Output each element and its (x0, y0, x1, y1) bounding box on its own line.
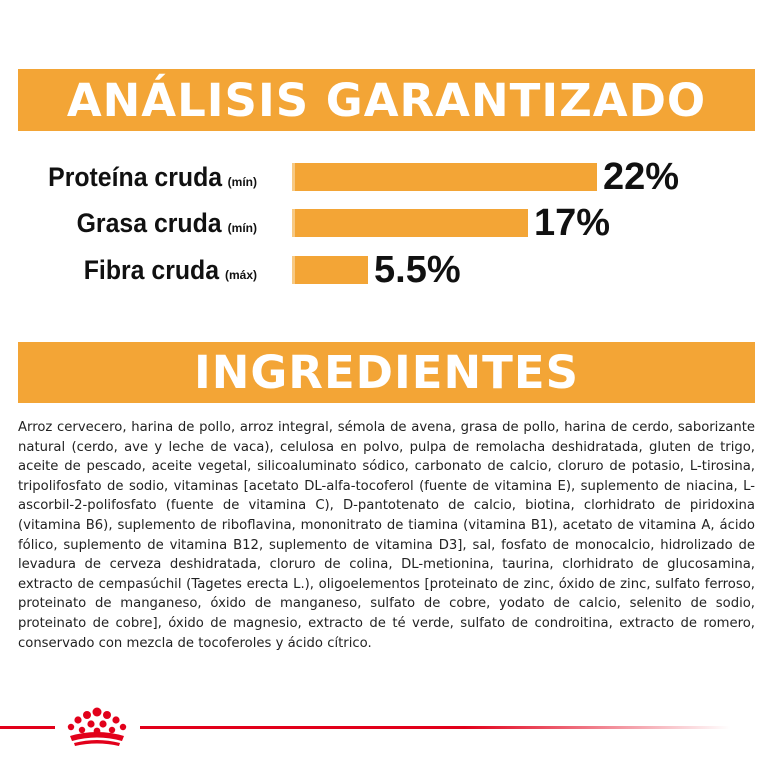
nutrient-label: Grasa cruda (mín) (64, 201, 257, 245)
nutrient-name: Proteína cruda (47, 161, 222, 192)
nutrient-name: Fibra cruda (83, 254, 219, 285)
nutrient-label: Proteína cruda (mín) (33, 155, 257, 199)
analysis-title-banner: ANÁLISIS GARANTIZADO (18, 69, 755, 131)
nutrient-value: 5.5% (374, 248, 461, 291)
nutrient-value: 17% (534, 201, 611, 244)
nutrient-bar (292, 163, 597, 191)
nutrient-qualifier: (mín) (227, 221, 257, 235)
nutrient-qualifier: (mín) (227, 175, 257, 189)
nutrient-bar (292, 209, 528, 237)
nutrient-bar (292, 256, 368, 284)
nutrient-row-fiber: Fibra cruda (máx) 5.5% (0, 248, 772, 292)
nutrient-label: Fibra cruda (máx) (72, 248, 257, 292)
footer-divider-right (140, 726, 730, 729)
ingredients-title-banner: INGREDIENTES (18, 342, 755, 403)
ingredients-title: INGREDIENTES (193, 346, 580, 399)
ingredients-list: Arroz cervecero, harina de pollo, arroz … (18, 420, 755, 651)
royal-canin-crown-icon (67, 707, 127, 746)
nutrient-value: 22% (603, 155, 680, 198)
nutrient-qualifier: (máx) (224, 268, 257, 282)
footer-divider-left (0, 726, 55, 729)
analysis-title: ANÁLISIS GARANTIZADO (66, 73, 707, 127)
nutrient-row-fat: Grasa cruda (mín) 17% (0, 201, 772, 245)
nutrient-row-protein: Proteína cruda (mín) 22% (0, 155, 772, 199)
nutrient-name: Grasa cruda (76, 207, 222, 238)
